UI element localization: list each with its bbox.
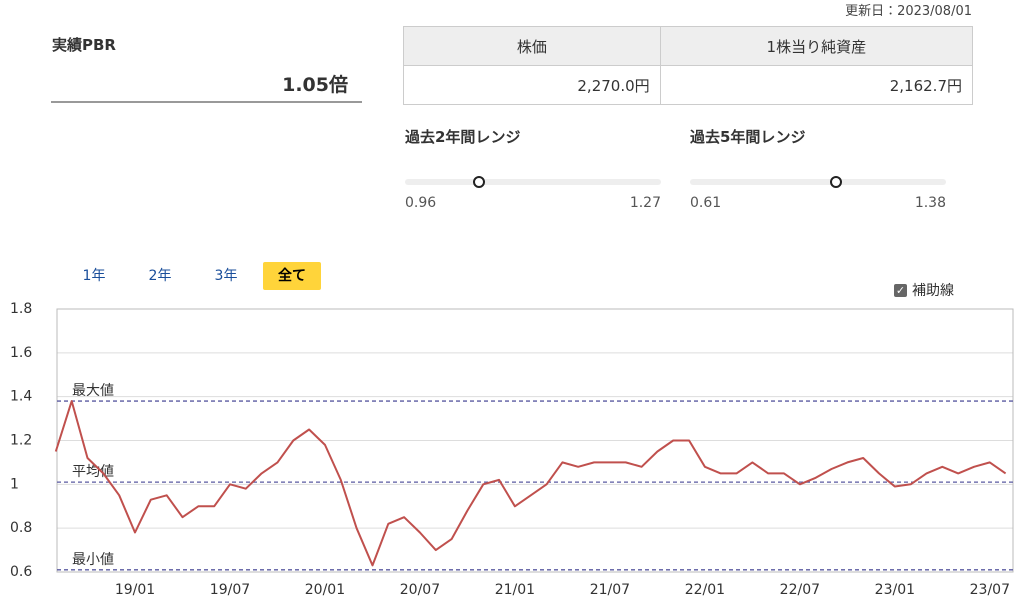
checkbox[interactable]: ✓ 補助線 xyxy=(894,280,954,300)
table-cell: 2,270.0円 xyxy=(403,65,661,105)
range-track xyxy=(405,179,661,185)
range-max: 1.38 xyxy=(914,195,946,211)
range-min: 0.96 xyxy=(405,195,437,211)
x-tick-label: 23/01 xyxy=(875,582,915,598)
table-cell: 2,162.7円 xyxy=(659,65,974,105)
line-series xyxy=(54,400,1007,567)
range-title: 過去5年間レンジ xyxy=(690,128,806,146)
plot-border xyxy=(56,308,1014,573)
reference-label: 最小値 xyxy=(72,552,114,568)
x-tick-label: 22/01 xyxy=(685,582,725,598)
pbr-title: 実績PBR xyxy=(52,36,116,54)
checkbox-box[interactable]: ✓ xyxy=(894,283,907,297)
reference-label: 最大値 xyxy=(72,383,114,399)
x-tick-label: 22/07 xyxy=(780,582,820,598)
tab[interactable]: 2年 xyxy=(148,268,172,284)
range-max: 1.27 xyxy=(629,195,661,211)
y-tick-label: 1.2 xyxy=(10,433,32,449)
y-tick-label: 1.4 xyxy=(10,389,32,405)
y-tick-label: 1.6 xyxy=(10,345,32,361)
tab[interactable]: 1年 xyxy=(82,268,106,284)
tab[interactable]: 3年 xyxy=(214,268,238,284)
y-tick-label: 1.8 xyxy=(10,301,32,317)
range-min: 0.61 xyxy=(690,195,722,211)
x-tick-label: 23/07 xyxy=(970,582,1010,598)
x-tick-label: 21/01 xyxy=(495,582,535,598)
range-title: 過去2年間レンジ xyxy=(405,128,521,146)
divider xyxy=(51,101,362,103)
x-tick-label: 20/07 xyxy=(400,582,440,598)
pbr-value: 1.05倍 xyxy=(282,74,348,96)
table-header: 株価 xyxy=(403,26,661,66)
x-tick-label: 19/01 xyxy=(115,582,155,598)
updated-date: 更新日：2023/08/01 xyxy=(845,4,972,19)
range-track xyxy=(690,179,946,185)
checkbox-label: 補助線 xyxy=(912,283,954,299)
y-tick-label: 1 xyxy=(10,476,19,492)
x-tick-label: 21/07 xyxy=(590,582,630,598)
reference-label: 平均値 xyxy=(72,464,114,480)
x-tick-label: 19/07 xyxy=(210,582,250,598)
table-header: 1株当り純資産 xyxy=(659,26,974,66)
range-marker xyxy=(473,176,486,188)
range-marker xyxy=(830,176,843,188)
price-table: 株価 1株当り純資産 2,270.0円 2,162.7円 xyxy=(403,26,974,105)
y-tick-label: 0.6 xyxy=(10,564,32,580)
x-tick-label: 20/01 xyxy=(305,582,345,598)
tab[interactable]: 全て xyxy=(263,262,321,290)
y-tick-label: 0.8 xyxy=(10,520,32,536)
